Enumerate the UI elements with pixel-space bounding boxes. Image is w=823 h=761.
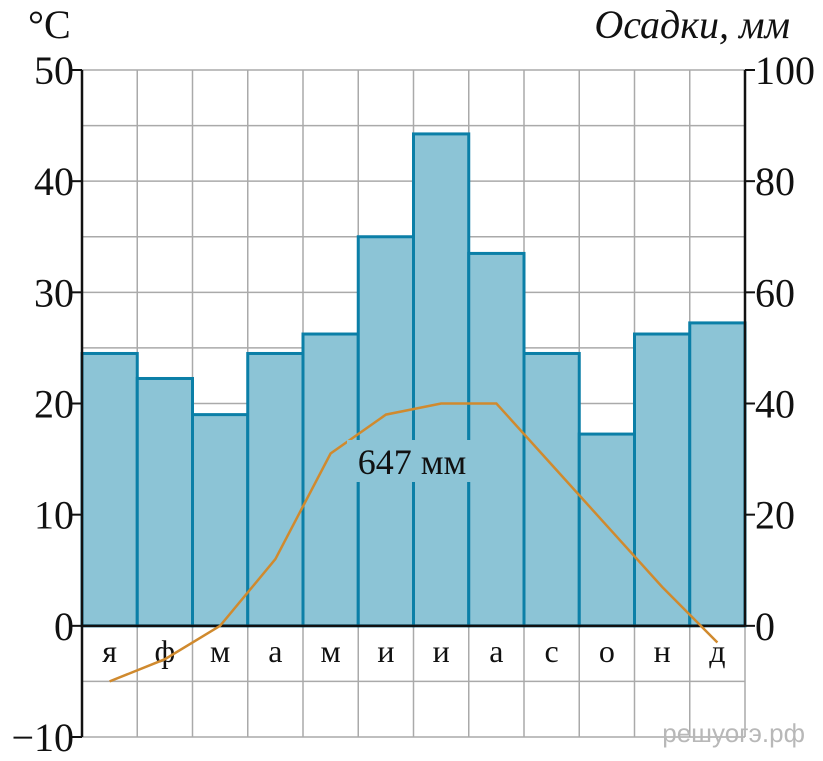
precipitation-tick-label: 100 (755, 48, 815, 93)
temperature-tick-label: 30 (34, 270, 74, 315)
precipitation-bar (191, 413, 250, 628)
month-label: ф (155, 633, 176, 669)
precipitation-bar (522, 351, 581, 628)
total-precipitation-annotation: 647 мм (358, 442, 467, 482)
month-label: о (599, 633, 615, 669)
temperature-tick-label: 20 (34, 382, 74, 427)
month-label: н (654, 633, 671, 669)
precipitation-tick-label: 0 (755, 604, 775, 649)
month-label: а (489, 633, 503, 669)
annotation-background (347, 440, 477, 482)
precipitation-bar (80, 351, 139, 628)
precipitation-tick-label: 40 (755, 382, 795, 427)
temperature-tick-label: −10 (11, 715, 74, 760)
month-label: я (102, 633, 117, 669)
month-label: м (210, 633, 230, 669)
precipitation-bar (246, 351, 305, 628)
watermark: решуогэ.рф (662, 718, 805, 748)
temperature-tick-label: 40 (34, 159, 74, 204)
precipitation-tick-label: 20 (755, 493, 795, 538)
precipitation-axis-ticks: 0 20 40 60 80 100 (745, 48, 815, 649)
precipitation-bar (467, 251, 526, 628)
temperature-tick-label: 50 (34, 48, 74, 93)
temperature-line (109, 402, 719, 683)
precipitation-bar (633, 332, 692, 628)
temperature-unit-label: °C (28, 2, 71, 47)
precipitation-bar (577, 432, 636, 628)
month-label: м (321, 633, 341, 669)
precipitation-unit-label: Осадки, мм (594, 2, 790, 47)
precipitation-bar (688, 321, 747, 628)
precipitation-bar (135, 376, 194, 628)
precipitation-bar (412, 132, 471, 628)
month-label: и (377, 633, 394, 669)
month-label: и (433, 633, 450, 669)
month-label: с (545, 633, 559, 669)
precipitation-bars (80, 132, 747, 628)
precipitation-tick-label: 80 (755, 159, 795, 204)
precipitation-bar (356, 235, 415, 628)
precipitation-tick-label: 60 (755, 270, 795, 315)
month-label: д (709, 633, 725, 669)
temperature-tick-label: 0 (54, 604, 74, 649)
temperature-tick-label: 10 (34, 493, 74, 538)
temperature-axis-ticks: −10 0 10 20 30 40 50 (11, 48, 82, 760)
month-label: а (268, 633, 282, 669)
